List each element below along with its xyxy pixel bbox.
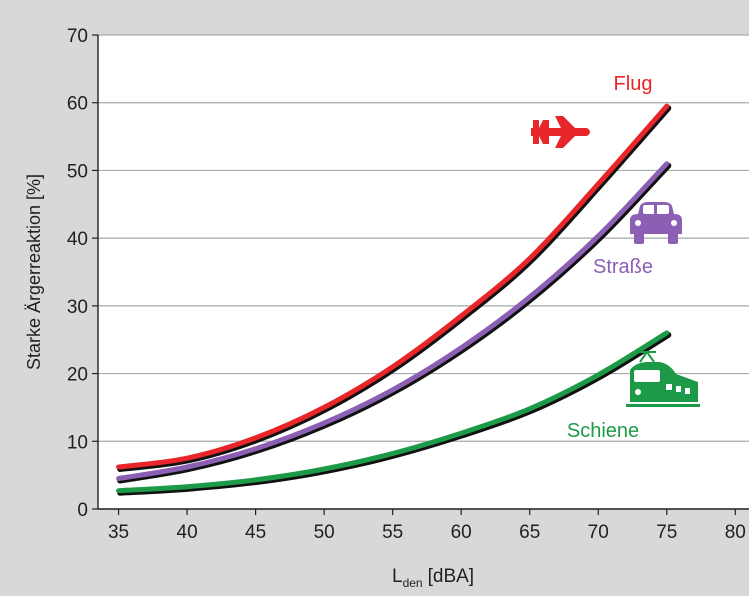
plot-area	[98, 35, 749, 509]
svg-text:Lden[dBA]: Lden [dBA]	[392, 566, 474, 590]
series-label-strasse: Straße	[593, 256, 653, 278]
x-axis-title-unit: [dBA]	[428, 566, 474, 587]
tick-label-x-80: 80	[725, 522, 746, 543]
tick-label-y-0: 0	[77, 500, 88, 521]
tick-label-y-70: 70	[67, 26, 88, 47]
tick-label-x-50: 50	[314, 522, 335, 543]
car-icon	[630, 202, 682, 244]
axes: 0 10 20 30 40 50 60 70 35 40 45 50 55 60 65 70 75 80	[67, 26, 749, 543]
tick-label-y-50: 50	[67, 161, 88, 182]
x-axis-title: Lden [dBA]	[392, 566, 474, 590]
tick-label-x-60: 60	[451, 522, 472, 543]
tick-label-x-45: 45	[245, 522, 266, 543]
tick-label-y-40: 40	[67, 229, 88, 250]
tick-label-x-75: 75	[656, 522, 677, 543]
tick-label-y-60: 60	[67, 94, 88, 115]
series-label-flug: Flug	[614, 73, 653, 95]
x-axis-title-main: L	[392, 566, 403, 587]
tick-label-x-55: 55	[382, 522, 403, 543]
series-line-strasse	[116, 161, 670, 481]
series-line-schiene	[116, 330, 670, 494]
series-lines	[116, 103, 672, 496]
tick-label-x-65: 65	[519, 522, 540, 543]
tick-label-y-10: 10	[67, 432, 88, 453]
tick-label-x-70: 70	[588, 522, 609, 543]
tick-label-x-35: 35	[108, 522, 129, 543]
train-icon	[626, 351, 700, 407]
series-label-schiene: Schiene	[567, 420, 639, 442]
airplane-icon	[531, 116, 590, 148]
y-axis-title: Starke Ärgerreaktion [%]	[24, 174, 44, 370]
tick-label-y-30: 30	[67, 297, 88, 318]
series-icons	[531, 116, 700, 407]
series-line-flug	[116, 103, 670, 470]
tick-label-x-40: 40	[177, 522, 198, 543]
series-labels: Flug Straße Schiene	[567, 73, 653, 442]
x-axis-title-subscript: den	[403, 576, 423, 590]
tick-label-y-20: 20	[67, 365, 88, 386]
